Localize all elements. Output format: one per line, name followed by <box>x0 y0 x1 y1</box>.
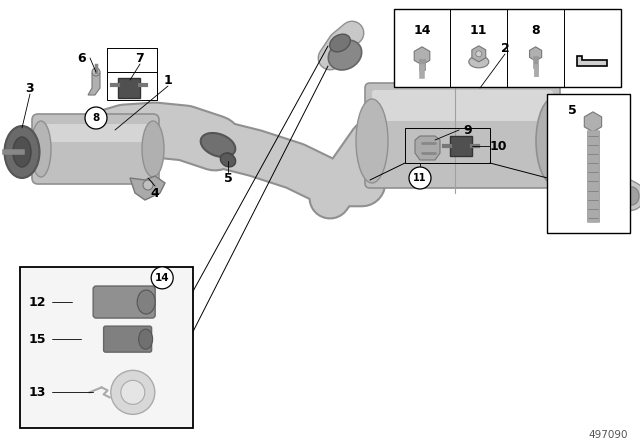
Ellipse shape <box>201 133 236 157</box>
Text: 5: 5 <box>223 172 232 185</box>
Text: 2: 2 <box>500 42 509 55</box>
FancyBboxPatch shape <box>104 326 152 352</box>
Text: 15: 15 <box>29 332 46 346</box>
FancyBboxPatch shape <box>365 83 560 188</box>
Text: 5: 5 <box>568 104 577 117</box>
Polygon shape <box>130 176 165 200</box>
Circle shape <box>111 370 155 414</box>
Text: 4: 4 <box>150 186 159 199</box>
Ellipse shape <box>220 153 236 167</box>
Ellipse shape <box>330 34 350 52</box>
Text: 3: 3 <box>26 82 35 95</box>
Text: 12: 12 <box>29 296 46 309</box>
FancyBboxPatch shape <box>32 114 159 184</box>
Ellipse shape <box>139 329 152 349</box>
Ellipse shape <box>137 290 155 314</box>
Bar <box>547 94 630 233</box>
Polygon shape <box>88 73 100 95</box>
FancyBboxPatch shape <box>93 286 155 318</box>
Circle shape <box>151 267 173 289</box>
Bar <box>394 9 621 87</box>
FancyBboxPatch shape <box>372 90 553 121</box>
Circle shape <box>476 51 482 57</box>
Bar <box>20 267 193 428</box>
Polygon shape <box>415 136 440 160</box>
Ellipse shape <box>625 187 639 205</box>
Text: 7: 7 <box>136 52 145 65</box>
Polygon shape <box>577 56 607 66</box>
Circle shape <box>92 68 100 76</box>
Circle shape <box>143 180 153 190</box>
Circle shape <box>409 167 431 189</box>
Bar <box>118 78 140 98</box>
Ellipse shape <box>356 99 388 183</box>
Text: 9: 9 <box>464 124 472 137</box>
Text: 11: 11 <box>470 24 488 38</box>
FancyBboxPatch shape <box>40 124 152 142</box>
Text: 14: 14 <box>155 273 170 283</box>
Ellipse shape <box>31 121 51 177</box>
Ellipse shape <box>223 153 233 163</box>
Text: 8: 8 <box>531 24 540 38</box>
Bar <box>107 72 157 100</box>
Ellipse shape <box>4 126 40 178</box>
Text: 6: 6 <box>77 52 86 65</box>
Bar <box>450 136 472 156</box>
Ellipse shape <box>536 97 574 185</box>
Text: 497090: 497090 <box>589 430 628 440</box>
Text: 14: 14 <box>413 24 431 38</box>
Circle shape <box>121 380 145 405</box>
Ellipse shape <box>328 40 362 70</box>
Ellipse shape <box>142 121 164 177</box>
Ellipse shape <box>13 137 31 167</box>
Text: 10: 10 <box>489 139 507 152</box>
Text: 1: 1 <box>164 73 172 86</box>
Text: 11: 11 <box>413 173 427 183</box>
Text: 13: 13 <box>29 386 46 399</box>
Circle shape <box>85 107 107 129</box>
Text: 8: 8 <box>92 113 100 123</box>
Ellipse shape <box>468 56 489 68</box>
Bar <box>405 128 490 163</box>
